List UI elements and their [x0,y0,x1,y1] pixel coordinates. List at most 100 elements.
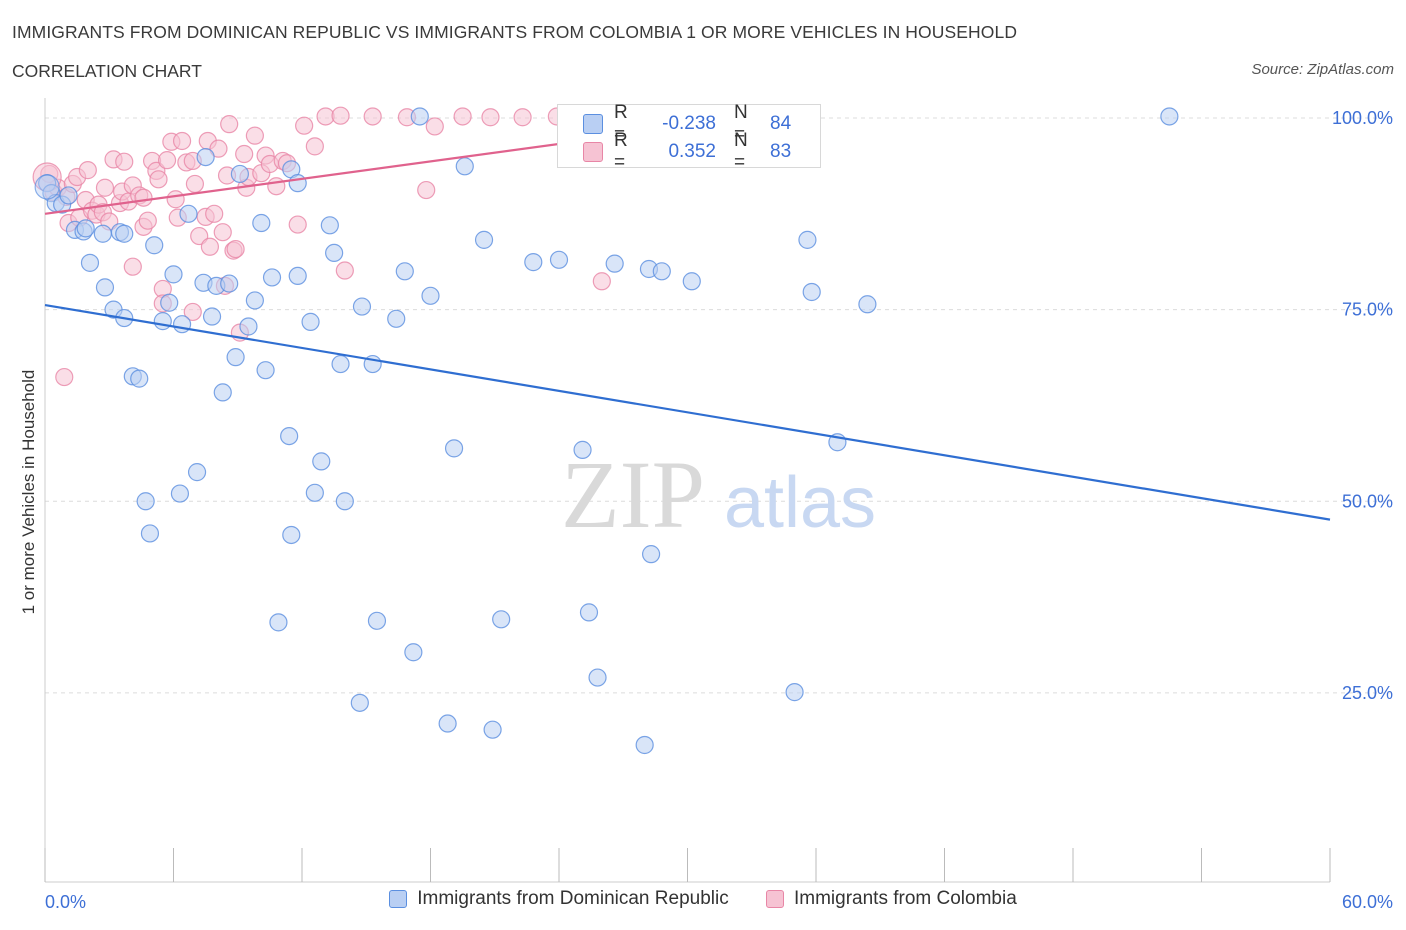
dominican-point [404,643,423,662]
dominican-point [196,147,215,167]
colombia-point [305,137,324,156]
axes [44,98,1331,883]
colombia-point [149,170,168,189]
dominican-point [350,693,369,712]
dominican-point [802,282,821,302]
dominican-point [395,262,414,281]
colombia-point [200,237,220,256]
dominican-point [172,315,192,334]
r-label: R = [614,102,628,145]
dominican-point [387,309,406,328]
dominican-points [34,107,1179,755]
colombia-point [592,272,611,291]
stats-swatch-dominican [583,114,603,134]
dominican-point [187,463,207,482]
colombia-point [185,174,205,194]
y-tick-label: 75.0% [1342,300,1393,320]
dominican-point [635,735,654,755]
dominican-point [213,383,232,402]
colombia-point [425,117,444,136]
dominican-point [325,243,344,263]
legend-swatch-colombia [766,890,784,908]
colombia-point [267,177,286,196]
dominican-point [579,603,599,622]
dominican-point [288,266,307,285]
stats-swatch-colombia [583,142,603,162]
colombia-point [481,108,500,127]
colombia-point [123,257,142,276]
dominican-point [59,186,78,205]
colombia-point [95,178,115,197]
dominican-point [331,354,350,374]
dominican-point [230,164,249,184]
chart-title: IMMIGRANTS FROM DOMINICAN REPUBLIC VS IM… [12,22,1018,42]
dominican-point [605,254,624,273]
dominican-point [220,274,239,293]
y-tick-label: 50.0% [1342,491,1393,511]
dominican-point [305,483,324,502]
dominican-point [367,611,387,630]
r-label: R = [614,130,628,173]
colombia-point [166,190,185,209]
dominican-point [858,295,877,314]
colombia-point [288,215,307,234]
dominican-point [170,484,190,503]
colombia-point [172,131,192,151]
colombia-point [183,302,202,322]
dominican-point [588,668,607,687]
colombia-point [205,204,224,223]
dominican-point [76,219,95,238]
stats-box: R = -0.238 N = 84 R = 0.352 N = 83 [557,102,821,173]
dominican-point [288,174,307,193]
dominican-point [438,714,457,733]
dominican-point [164,265,183,284]
legend-label-dominican: Immigrants from Dominican Republic [417,888,729,909]
y-axis-label: 1 or more Vehicles in Household [19,370,38,615]
dominican-point [280,426,299,446]
colombia-point [209,139,228,158]
dominican-point [352,297,372,316]
n-label: N = [734,102,748,145]
legend-label-colombia: Immigrants from Colombia [794,888,1017,909]
dominican-point [444,439,464,458]
y-tick-label: 100.0% [1332,108,1393,128]
colombia-point [513,108,532,127]
dominican-point [160,293,179,312]
n-value-colombia: 83 [770,141,792,162]
dominican-point [153,312,172,331]
colombia-point [220,115,239,134]
dominican-point [226,348,245,367]
dominican-point [262,268,282,287]
dominican-point [785,683,804,702]
colombia-point [115,152,134,171]
dominican-point [335,492,354,511]
colombia-point [190,226,209,246]
dominican-point [136,492,155,511]
dominican-point [492,610,511,629]
watermark-zip: ZIP [561,441,705,548]
colombia-point [295,116,314,135]
colombia-point [134,188,153,207]
dominican-point [455,157,474,176]
dominican-point [549,250,569,269]
legend-item-colombia[interactable]: Immigrants from Colombia [766,888,1017,910]
legend: Immigrants from Dominican Republic Immig… [0,888,1406,914]
colombia-point [157,151,177,170]
chart-subtitle: CORRELATION CHART [12,61,202,81]
dominican-point [179,204,198,223]
dominican-point [410,107,429,126]
legend-item-dominican[interactable]: Immigrants from Dominican Republic [389,888,729,910]
dominican-point [641,545,661,564]
dominican-point [682,272,701,291]
watermark: ZIP atlas [561,441,876,548]
dominican-point [95,278,115,297]
dominican-point [202,307,222,326]
dominican-point [145,236,164,255]
colombia-point [55,367,74,387]
colombia-point [417,180,436,200]
colombia-point [335,261,354,280]
colombia-point [78,161,97,180]
dominican-point [301,312,320,331]
colombia-points [32,106,656,387]
dominican-point [93,224,112,243]
